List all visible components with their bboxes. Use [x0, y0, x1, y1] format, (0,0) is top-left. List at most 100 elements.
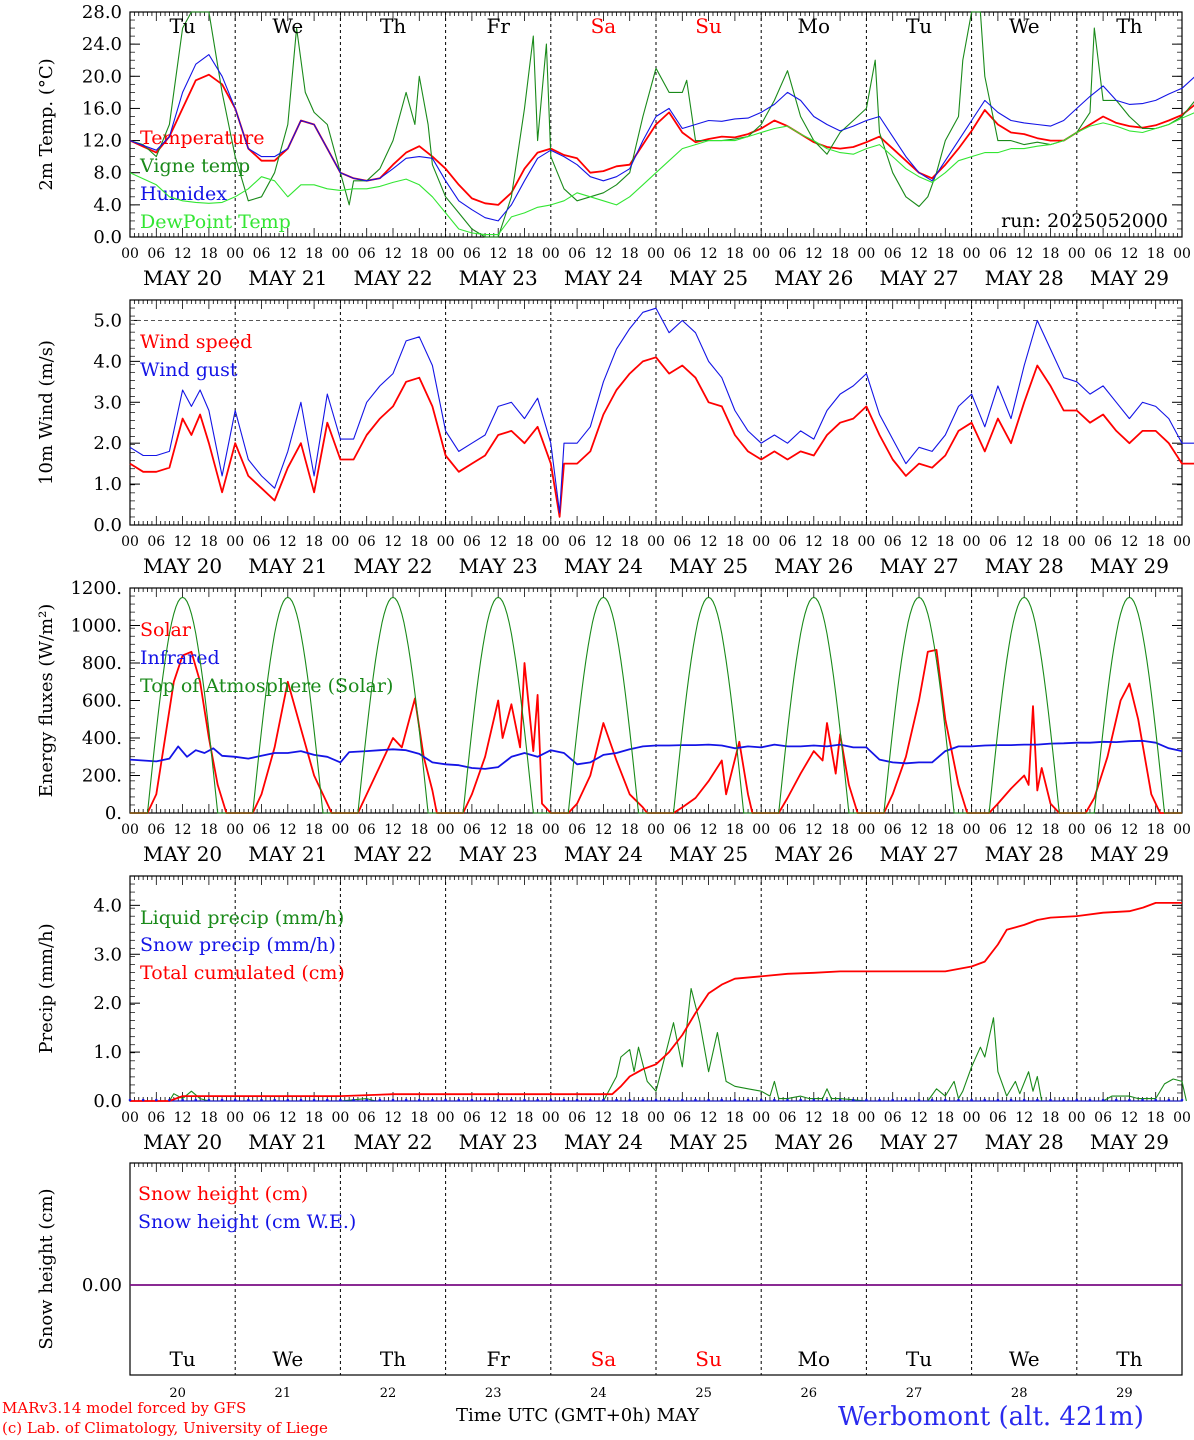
date-label: MAY 26 [774, 554, 853, 578]
hour-tick-label: 00 [331, 534, 349, 550]
hour-tick-label: 18 [1147, 822, 1165, 838]
hour-tick-label: 00 [542, 1110, 560, 1126]
hour-tick-label: 18 [305, 246, 323, 262]
snow-precip-marker [496, 1098, 500, 1102]
y-tick-label: 12.0 [82, 131, 122, 152]
hour-tick-label: 00 [1068, 822, 1086, 838]
snow-precip-marker [838, 1098, 842, 1102]
hour-tick-label: 18 [200, 534, 218, 550]
hour-tick-label: 18 [410, 822, 428, 838]
legend-entry: Liquid precip (mm/h) [140, 907, 344, 929]
hour-tick-label: 12 [384, 534, 402, 550]
y-axis-title: Energy fluxes (W/m²) [36, 604, 57, 798]
hour-tick-label: 06 [253, 1110, 271, 1126]
hour-tick-label: 12 [910, 822, 928, 838]
snow-precip-marker [799, 1098, 802, 1102]
hour-tick-label: 18 [726, 1110, 744, 1126]
snow-precip-marker [957, 1098, 960, 1102]
hour-tick-label: 12 [910, 246, 928, 262]
hour-tick-label: 06 [463, 822, 481, 838]
weekday-label-top: Tu [169, 14, 195, 38]
hour-tick-label: 00 [1173, 1110, 1191, 1126]
snow-precip-marker [1114, 1098, 1118, 1102]
date-label: MAY 20 [143, 1130, 222, 1154]
date-label: MAY 24 [564, 266, 643, 290]
snow-precip-marker [1167, 1098, 1171, 1102]
hour-tick-label: 00 [752, 822, 770, 838]
snow-precip-marker [707, 1098, 710, 1102]
hour-tick-label: 00 [226, 822, 244, 838]
hour-tick-label: 12 [174, 534, 192, 550]
date-label: MAY 28 [985, 554, 1064, 578]
weekday-label-bottom: We [1009, 1347, 1040, 1371]
hour-tick-label: 06 [779, 1110, 797, 1126]
snow-precip-marker [1101, 1098, 1105, 1102]
hour-tick-label: 12 [700, 534, 718, 550]
hour-tick-label: 06 [147, 822, 165, 838]
hour-tick-label: 06 [989, 822, 1007, 838]
y-tick-label: 0.0 [93, 1091, 122, 1112]
hour-tick-label: 00 [1068, 534, 1086, 550]
snow-precip-marker [325, 1098, 329, 1102]
series-line-blue [129, 54, 1194, 222]
date-label: MAY 23 [459, 266, 538, 290]
hour-tick-label: 12 [700, 1110, 718, 1126]
date-number-label: 25 [695, 1386, 712, 1401]
hour-tick-label: 18 [936, 534, 954, 550]
series-line-blue [129, 739, 1183, 770]
hour-tick-label: 06 [779, 822, 797, 838]
series-line-green [130, 596, 1182, 814]
legend-entry: Infrared [140, 647, 220, 669]
hour-tick-label: 00 [121, 822, 139, 838]
hour-tick-label: 12 [700, 246, 718, 262]
hour-tick-label: 18 [516, 1110, 534, 1126]
legend-entry: Snow height (cm) [138, 1183, 308, 1205]
snow-precip-marker [720, 1098, 724, 1102]
hour-tick-label: 18 [410, 1110, 428, 1126]
hour-tick-label: 00 [437, 534, 455, 550]
hour-tick-label: 12 [594, 822, 612, 838]
snow-precip-marker [944, 1098, 947, 1102]
hour-tick-label: 00 [963, 534, 981, 550]
hour-tick-label: 18 [410, 534, 428, 550]
date-label: MAY 22 [353, 842, 432, 866]
snow-precip-marker [1180, 1098, 1184, 1102]
snow-precip-marker [878, 1098, 881, 1102]
hour-tick-label: 12 [594, 246, 612, 262]
snow-precip-marker [260, 1098, 263, 1102]
snow-precip-marker [1128, 1098, 1131, 1102]
panel-frame [129, 299, 1183, 526]
snow-precip-marker [1141, 1098, 1144, 1102]
snow-precip-marker [549, 1098, 553, 1102]
hour-tick-label: 12 [279, 1110, 297, 1126]
snow-precip-marker [391, 1098, 395, 1102]
snow-precip-marker [523, 1098, 526, 1102]
y-tick-label: 5.0 [93, 310, 122, 331]
hour-tick-label: 00 [1173, 822, 1191, 838]
hour-tick-label: 06 [1094, 246, 1112, 262]
snow-precip-marker [746, 1098, 750, 1102]
snow-precip-marker [352, 1098, 355, 1102]
hour-tick-label: 18 [936, 1110, 954, 1126]
hour-tick-label: 00 [1173, 534, 1191, 550]
snow-precip-marker [996, 1098, 1000, 1102]
lab-credit: (c) Lab. of Climatology, University of L… [2, 1419, 328, 1437]
hour-tick-label: 12 [279, 822, 297, 838]
snow-precip-marker [865, 1098, 868, 1102]
date-label: MAY 29 [1090, 266, 1169, 290]
date-label: MAY 23 [459, 1130, 538, 1154]
legend-entry: Wind gust [140, 359, 238, 381]
date-label: MAY 23 [459, 554, 538, 578]
hour-tick-label: 00 [226, 246, 244, 262]
snow-precip-marker [812, 1098, 816, 1102]
snow-precip-marker [917, 1098, 921, 1102]
series-line-green [129, 11, 1194, 238]
hour-tick-label: 00 [121, 534, 139, 550]
date-label: MAY 27 [879, 842, 958, 866]
snow-precip-marker [536, 1098, 539, 1102]
hour-tick-label: 12 [594, 534, 612, 550]
date-label: MAY 21 [248, 1130, 327, 1154]
hour-tick-label: 12 [805, 822, 823, 838]
hour-tick-label: 00 [647, 534, 665, 550]
